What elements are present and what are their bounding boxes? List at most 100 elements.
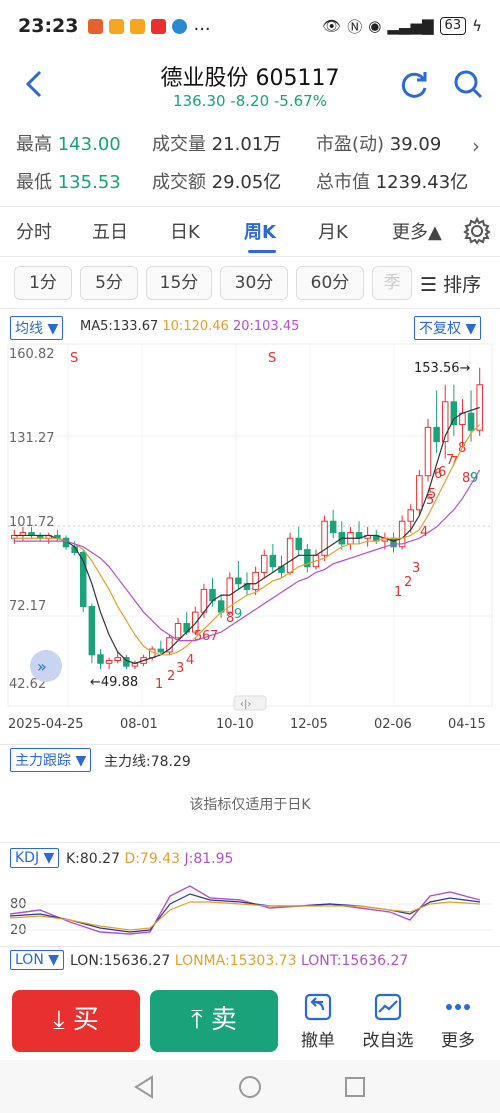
- ma-legend-row: 均线 ▼ MA5:133.67 10:120.46 20:103.45 不复权 …: [0, 316, 500, 340]
- period-5min-button[interactable]: 5分: [80, 266, 138, 300]
- candle: [174, 617, 182, 641]
- kdj-chart[interactable]: 80 20: [0, 874, 500, 944]
- tab-monthly-k[interactable]: 月K: [318, 222, 348, 243]
- candle-body: [295, 537, 302, 551]
- x-tick-label: 10-10: [216, 717, 254, 732]
- nav-recents-button[interactable]: [345, 1077, 365, 1097]
- candle: [260, 549, 268, 579]
- sequence-number-label: 1: [394, 585, 402, 600]
- candle: [192, 606, 199, 635]
- kdj-k-value: K:80.27: [66, 851, 120, 867]
- candle-body: [114, 657, 121, 661]
- candle-body: [79, 551, 87, 607]
- sell-button[interactable]: ⤒ 卖: [150, 990, 278, 1052]
- candle-body: [166, 637, 173, 653]
- tab-daily-k[interactable]: 日K: [170, 222, 200, 243]
- candle-body: [157, 648, 165, 653]
- nav-home-button[interactable]: [239, 1076, 261, 1098]
- candle: [166, 634, 173, 655]
- period-1min-button[interactable]: 1分: [14, 266, 72, 300]
- more-actions-button[interactable]: 更多: [428, 992, 488, 1051]
- candle-body: [424, 426, 432, 477]
- app-notification-icon: [88, 18, 104, 34]
- candle: [131, 660, 139, 670]
- y-tick-label: 101.72: [9, 515, 55, 530]
- sequence-number-label: 6: [434, 467, 442, 482]
- candle: [79, 549, 87, 613]
- active-tab-indicator: [248, 250, 276, 253]
- amount-item: 成交额 29.05亿: [152, 172, 282, 193]
- tab-five-day[interactable]: 五日: [92, 222, 128, 243]
- candle: [373, 529, 380, 544]
- candle-body: [88, 605, 96, 656]
- divider: [0, 842, 500, 843]
- sequence-number-label: 3: [412, 561, 420, 576]
- sequence-number-label: 1: [155, 677, 163, 692]
- period-60min-button[interactable]: 60分: [296, 266, 364, 300]
- candle-body: [321, 520, 328, 556]
- period-30min-button[interactable]: 30分: [220, 266, 288, 300]
- period-quarter-button[interactable]: 季: [372, 266, 412, 300]
- signal-icon: ▂▃▅▇: [387, 17, 434, 35]
- settings-button[interactable]: [462, 216, 492, 246]
- ma-values: MA5:133.67 10:120.46 20:103.45: [80, 319, 299, 334]
- candle-body: [416, 475, 423, 511]
- candle: [97, 649, 104, 670]
- volume-item: 成交量 21.01万: [152, 134, 282, 155]
- candle-body: [269, 554, 277, 568]
- candle-body: [105, 659, 113, 664]
- nav-back-button[interactable]: [134, 1075, 153, 1099]
- cancel-order-button[interactable]: 撤单: [288, 992, 348, 1051]
- sequence-number-label: 9: [234, 607, 242, 622]
- ma5-value: MA5:133.67: [80, 319, 159, 334]
- ma-selector[interactable]: 均线 ▼: [10, 316, 64, 340]
- tab-weekly-k[interactable]: 周K: [244, 222, 276, 243]
- candle: [286, 532, 294, 576]
- sell-icon: ⤒: [191, 1005, 203, 1035]
- candle: [88, 603, 96, 664]
- kdj-selector[interactable]: KDJ ▼: [10, 848, 60, 868]
- lont-value: LONT:15636.27: [300, 953, 409, 969]
- candle: [364, 526, 371, 547]
- pe-value: 39.09: [389, 134, 442, 155]
- chevron-right-icon[interactable]: ›: [472, 134, 480, 158]
- main-force-selector[interactable]: 主力跟踪 ▼: [10, 748, 92, 772]
- buy-button[interactable]: ⤓ 买: [12, 990, 140, 1052]
- search-button[interactable]: [452, 68, 484, 100]
- candle: [329, 509, 337, 539]
- tab-intraday[interactable]: 分时: [16, 222, 52, 243]
- edit-watchlist-button[interactable]: 改自选: [358, 992, 418, 1051]
- tab-more[interactable]: 更多▲: [392, 222, 442, 243]
- back-button[interactable]: [18, 66, 48, 102]
- x-tick-label: 04-15: [448, 717, 486, 732]
- square-recents-icon: [345, 1077, 365, 1097]
- lon-selector[interactable]: LON ▼: [10, 950, 65, 970]
- chart-drag-handle[interactable]: ‹|›: [233, 695, 267, 711]
- indicator-note: 该指标仅适用于日K: [189, 797, 311, 813]
- ma20-value: 20:103.45: [232, 319, 300, 334]
- y-tick-label: 42.62: [9, 677, 46, 692]
- lonma-value: LONMA:15303.73: [174, 953, 297, 969]
- divider: [0, 308, 500, 309]
- sell-marker: S: [268, 351, 276, 366]
- adjust-selector[interactable]: 不复权 ▼: [414, 316, 482, 340]
- drag-handle-icon: ‹|›: [240, 699, 251, 710]
- refresh-button[interactable]: [398, 68, 430, 100]
- period-15min-button[interactable]: 15分: [146, 266, 212, 300]
- sequence-number-label: 7: [446, 453, 454, 468]
- candle: [11, 529, 18, 544]
- min-price-label: ←49.88: [90, 675, 138, 690]
- candle: [105, 657, 113, 670]
- expand-left-button[interactable]: »: [30, 650, 62, 682]
- market-cap-value: 1239.43亿: [375, 172, 469, 193]
- y-axis-labels: 160.82 131.27 101.72 72.17 42.62: [9, 347, 55, 692]
- candle-body: [174, 623, 182, 639]
- sort-button[interactable]: ☰ 排序: [420, 274, 482, 296]
- kdj-k-line: [9, 893, 481, 933]
- app-notification-icon: [151, 18, 167, 34]
- candle-body: [450, 401, 458, 426]
- volume-value: 21.01万: [211, 134, 282, 155]
- quote-summary[interactable]: 最高 143.00 成交量 21.01万 市盈(动) 39.09 最低 135.…: [0, 122, 500, 202]
